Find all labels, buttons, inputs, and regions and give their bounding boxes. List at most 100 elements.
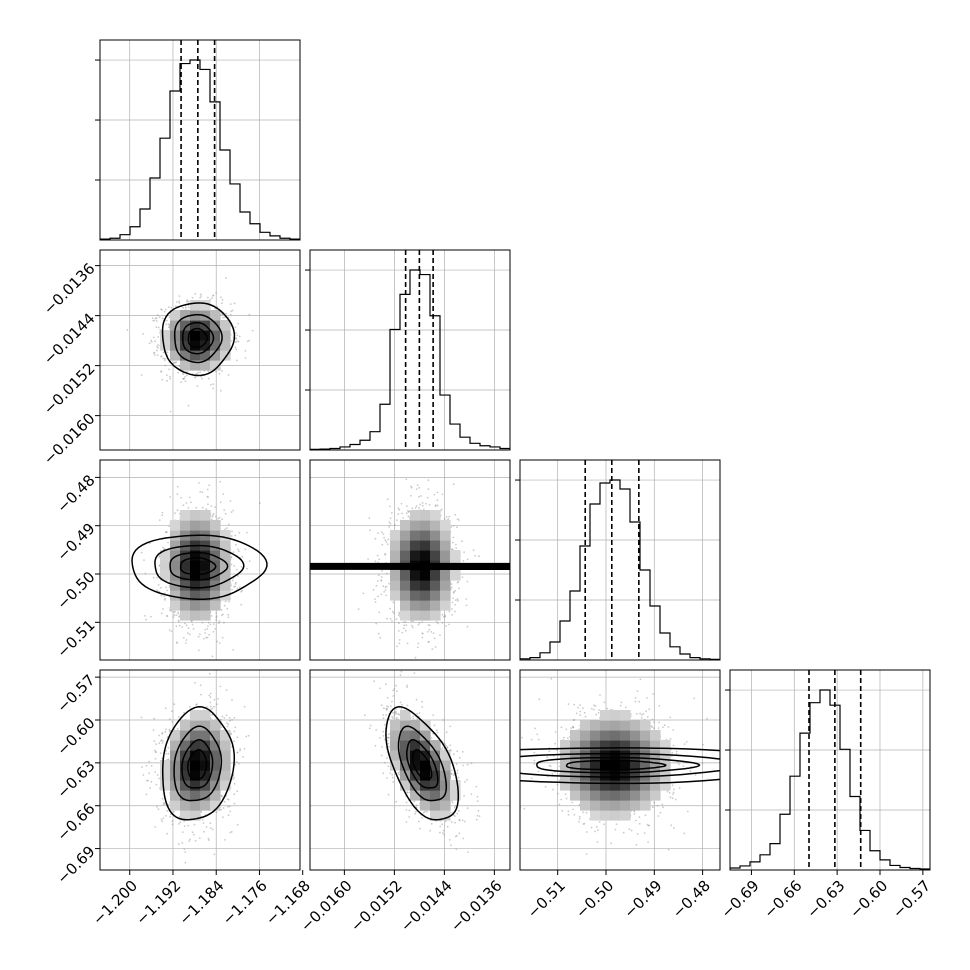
scatter-point (191, 623, 194, 626)
scatter-point (140, 374, 143, 376)
density-cell (180, 360, 191, 371)
scatter-point (222, 316, 225, 319)
scatter-point (164, 531, 167, 534)
scatter-point (181, 842, 184, 844)
scatter-point (410, 486, 413, 489)
scatter-point (388, 582, 390, 585)
scatter-point (154, 354, 156, 356)
scatter-point (207, 625, 209, 627)
scatter-point (169, 377, 172, 380)
scatter-point (199, 293, 202, 296)
scatter-point (235, 568, 238, 571)
scatter-point (396, 645, 398, 648)
scatter-point (185, 642, 187, 644)
scatter-point (189, 838, 191, 841)
scatter-point (209, 696, 212, 699)
scatter-point (402, 621, 405, 623)
scatter-point (389, 607, 391, 610)
scatter-point (472, 549, 475, 552)
scatter-point (175, 301, 178, 303)
scatter-point (383, 591, 386, 593)
scatter-point (447, 518, 450, 520)
scatter-point (185, 306, 187, 309)
scatter-point (452, 524, 455, 527)
scatter-point (172, 611, 175, 614)
scatter-point (456, 526, 458, 529)
scatter-point (144, 615, 146, 617)
scatter-point (206, 627, 209, 630)
scatter-point (176, 727, 179, 730)
panel-frame (309, 249, 511, 451)
scatter-point (376, 554, 379, 557)
scatter-point (197, 371, 199, 374)
scatter-point (199, 296, 202, 299)
scatter-point (178, 295, 181, 297)
scatter-point (182, 373, 185, 376)
scatter-point (236, 823, 239, 826)
scatter-point (452, 592, 455, 594)
density-cell (210, 590, 221, 601)
scatter-point (156, 576, 158, 579)
scatter-point (420, 495, 422, 497)
scatter-point (233, 716, 236, 719)
scatter-point (209, 692, 212, 695)
density-cell (180, 540, 191, 551)
scatter-point (215, 292, 218, 294)
scatter-point (163, 548, 165, 551)
scatter-point (161, 733, 164, 735)
scatter-point (419, 503, 421, 506)
scatter-point (173, 614, 176, 617)
scatter-point (233, 730, 236, 733)
scatter-point (465, 598, 468, 600)
scatter-point (235, 337, 238, 340)
scatter-point (221, 299, 224, 301)
scatter-point (400, 502, 403, 505)
density-cell (200, 360, 211, 371)
density-cell (180, 570, 191, 581)
scatter-point (162, 740, 164, 742)
scatter-point (466, 558, 469, 561)
scatter-point (215, 370, 217, 373)
scatter-point (418, 622, 421, 624)
scatter-point (205, 636, 208, 639)
scatter-point (396, 519, 398, 521)
scatter-point (372, 588, 375, 591)
density-cell (190, 590, 201, 601)
scatter-point (385, 572, 388, 575)
scatter-point (407, 511, 410, 513)
scatter-point (398, 612, 401, 615)
scatter-point (248, 339, 251, 342)
density-cell (190, 580, 201, 591)
scatter-point (157, 808, 160, 811)
scatter-point (388, 521, 391, 524)
scatter-point (190, 620, 193, 622)
scatter-point (457, 581, 460, 583)
density-cell (160, 550, 171, 561)
scatter-point (161, 309, 163, 311)
scatter-point (215, 612, 218, 614)
scatter-point (221, 614, 223, 617)
scatter-point (391, 610, 394, 613)
density-cell (170, 520, 181, 531)
scatter-point (213, 698, 216, 701)
scatter-point (210, 505, 213, 507)
density-cell (200, 350, 211, 361)
scatter-point (406, 642, 409, 645)
scatter-point (433, 493, 436, 496)
density-cell (160, 570, 171, 581)
scatter-point (440, 508, 443, 511)
scatter-point (392, 612, 395, 615)
scatter-point (165, 374, 168, 376)
scatter-point (244, 350, 247, 352)
scatter-point (212, 514, 214, 517)
density-cell (210, 310, 221, 321)
scatter-point (234, 583, 237, 585)
scatter-point (177, 612, 180, 615)
scatter-point (239, 749, 241, 752)
scatter-point (199, 371, 202, 373)
histogram-step (100, 59, 300, 240)
scatter-point (154, 317, 157, 320)
scatter-point (194, 682, 196, 684)
density-cell (200, 520, 211, 531)
scatter-point (427, 624, 430, 626)
